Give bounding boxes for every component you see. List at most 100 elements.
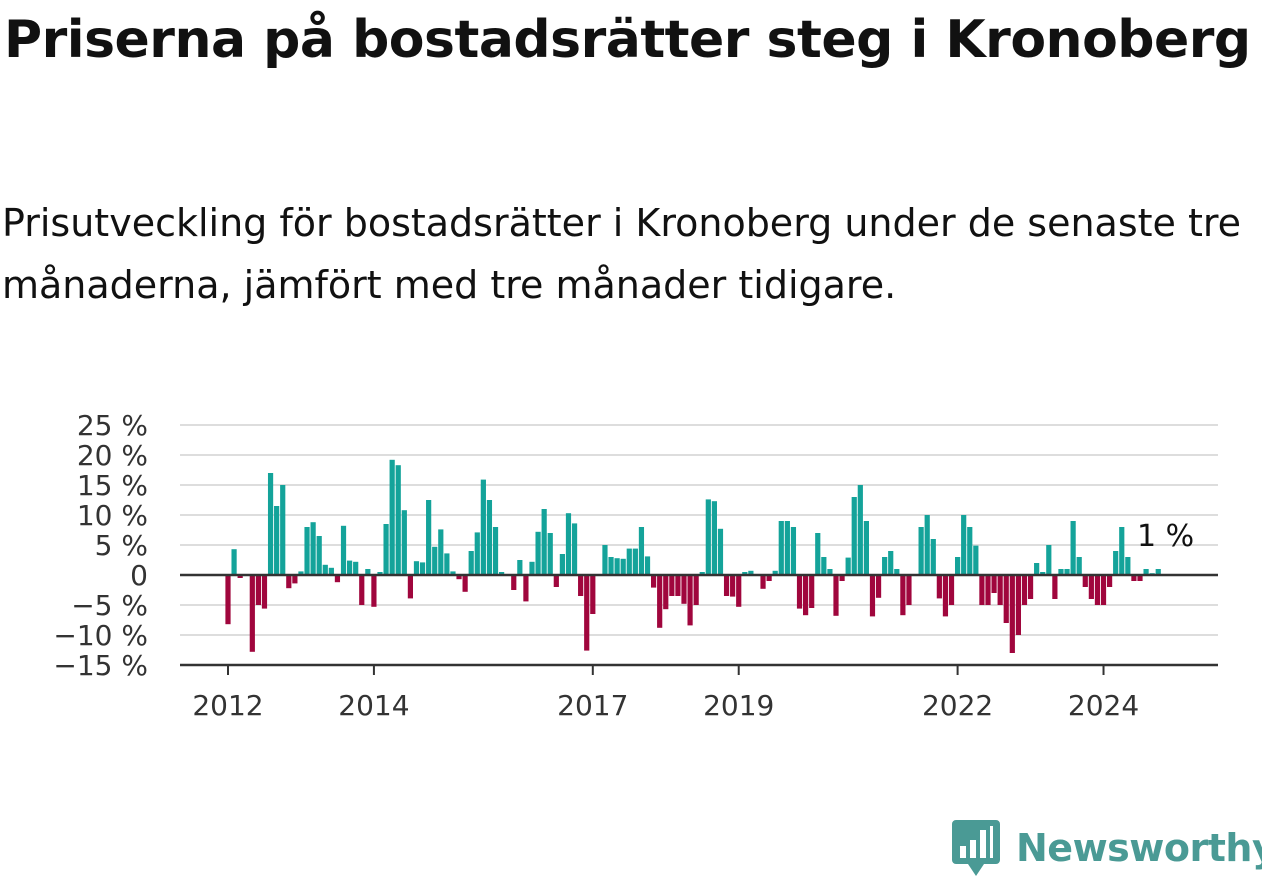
- bar: [839, 575, 845, 581]
- bar: [717, 528, 724, 575]
- bar: [450, 571, 456, 575]
- bar: [760, 575, 766, 589]
- y-tick-label: −10 %: [53, 619, 148, 652]
- bar: [225, 575, 231, 625]
- bar: [517, 560, 523, 575]
- gridlines: [180, 424, 1218, 666]
- bar: [249, 575, 255, 652]
- bar: [955, 557, 961, 575]
- bar: [1064, 569, 1070, 575]
- bar: [419, 562, 426, 575]
- bar: [693, 575, 699, 605]
- bar: [1125, 557, 1131, 575]
- bar: [1107, 575, 1113, 587]
- bar: [255, 575, 261, 605]
- bar: [1034, 563, 1040, 575]
- bar: [559, 554, 565, 575]
- bar: [711, 501, 717, 575]
- bar: [1155, 569, 1161, 575]
- bar: [334, 575, 341, 583]
- bar: [401, 510, 407, 575]
- bar: [511, 575, 517, 590]
- y-tick-label: 25 %: [77, 409, 148, 442]
- bar: [462, 575, 468, 592]
- bar: [827, 569, 833, 575]
- bar: [723, 575, 730, 596]
- bar: [541, 509, 547, 575]
- bar: [1100, 575, 1107, 605]
- bar: [547, 533, 553, 575]
- bar: [1131, 575, 1137, 581]
- bar: [486, 500, 493, 575]
- bar: [553, 575, 559, 587]
- bar: [535, 531, 541, 575]
- bar: [900, 575, 906, 616]
- bar: [340, 525, 347, 575]
- y-tick-label: −15 %: [53, 649, 148, 682]
- bar: [644, 556, 651, 575]
- brand-name: Newsworthy: [1016, 826, 1262, 870]
- bar: [857, 485, 863, 575]
- bar: [651, 575, 657, 588]
- bar: [942, 575, 949, 617]
- bar: [1119, 527, 1125, 575]
- bar: [906, 575, 912, 605]
- bar: [821, 557, 827, 575]
- bar: [571, 523, 578, 575]
- bar: [1040, 572, 1046, 575]
- bar: [620, 558, 626, 575]
- bar: [413, 561, 420, 575]
- bar: [237, 575, 243, 578]
- bar: [705, 499, 711, 575]
- bar: [310, 522, 316, 575]
- bar: [1003, 575, 1009, 623]
- bar: [492, 527, 499, 575]
- y-tick-label: 0: [130, 559, 148, 592]
- bar: [736, 575, 742, 607]
- bar: [1009, 575, 1015, 653]
- bar: [438, 529, 444, 575]
- bar: [778, 521, 784, 575]
- bar: [626, 548, 632, 575]
- newsworthy-logo: Newsworthy: [950, 818, 1262, 878]
- chart-subtitle: Prisutveckling för bostadsrätter i Krono…: [2, 201, 1242, 307]
- bar: [882, 557, 888, 575]
- bar: [1082, 575, 1088, 587]
- bar: [961, 515, 967, 575]
- bar: [432, 546, 438, 575]
- bar: [772, 570, 778, 575]
- bar: [784, 521, 790, 575]
- bar: [1070, 521, 1076, 575]
- bar: [426, 500, 432, 575]
- y-tick-label: −5 %: [71, 589, 148, 622]
- bar: [967, 527, 973, 575]
- bar: [395, 465, 401, 575]
- bar: [280, 485, 286, 575]
- bar: [1088, 575, 1094, 599]
- y-tick-label: 5 %: [95, 529, 148, 562]
- y-tick-label: 20 %: [77, 439, 148, 472]
- bar-chart-logo-icon: [952, 820, 1000, 876]
- bar: [894, 569, 900, 575]
- chart-title: Priserna på bostadsrätter steg i Kronobe…: [4, 10, 1251, 70]
- bar: [863, 521, 869, 575]
- bar: [815, 533, 821, 575]
- bar: [298, 571, 304, 575]
- bar: [675, 575, 681, 596]
- bar: [632, 548, 638, 575]
- bar: [499, 572, 505, 575]
- bar: [1094, 575, 1101, 605]
- bar: [742, 572, 748, 575]
- bar: [578, 575, 584, 596]
- bar: [359, 575, 365, 605]
- bar: [687, 575, 693, 626]
- bar: [1143, 569, 1149, 575]
- bar: [590, 575, 596, 614]
- bar: [918, 527, 924, 575]
- bar: [444, 553, 450, 575]
- bar: [948, 575, 955, 605]
- x-tick-label: 2019: [703, 689, 774, 722]
- bar: [1021, 575, 1028, 605]
- bar: [377, 572, 383, 575]
- bar: [468, 551, 474, 575]
